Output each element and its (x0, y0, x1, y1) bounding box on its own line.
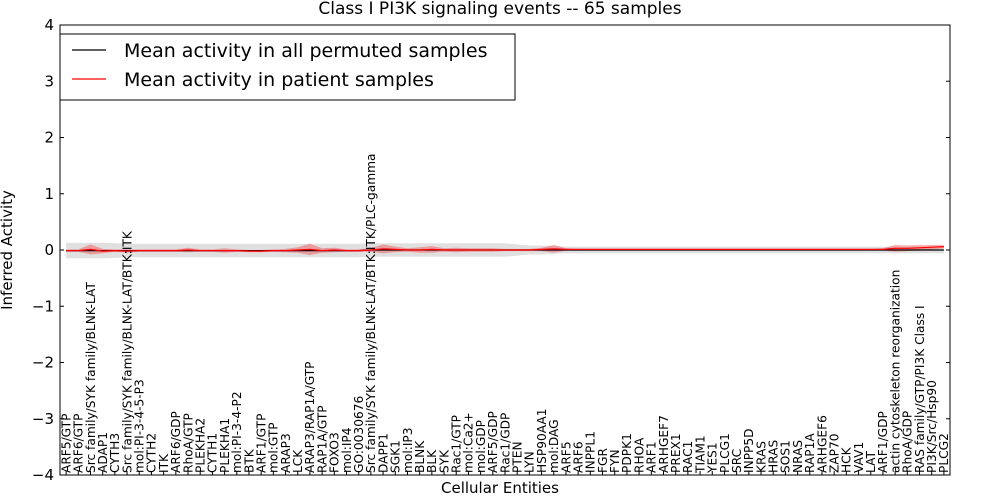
x-tick-label: GO:0030676 (352, 396, 366, 473)
x-tick-label: INPPL1 (584, 431, 598, 473)
x-tick-label: PREX1 (669, 433, 683, 473)
x-tick-label: ARF5/GDP (486, 411, 500, 473)
y-tick-label: 3 (44, 72, 54, 90)
x-tick-label: PI3K/Src/Hsp90 (925, 380, 939, 473)
x-tick-label: RAC1 (681, 441, 695, 473)
x-tick-label: ARAP3 (279, 433, 293, 473)
x-tick-label: RHOA (632, 437, 646, 473)
x-tick-label: PDPK1 (620, 433, 634, 473)
x-tick-label: CYTH2 (145, 433, 159, 473)
line-layer (66, 246, 944, 252)
legend-label-permuted: Mean activity in all permuted samples (124, 40, 487, 62)
x-tick-label: CYTH3 (108, 433, 122, 473)
x-tick-label: RhoA/GDP (901, 411, 915, 473)
x-tick-label: NRAS (791, 440, 805, 473)
x-tick-label: ARF6/GDP (169, 411, 183, 473)
x-tick-label: FGR (596, 448, 610, 473)
x-tick-label: ARHGEF7 (657, 415, 671, 473)
x-tick-label: LYN (523, 451, 537, 473)
x-tick-label: Src family/SYK family/BLNK-LAT (84, 282, 98, 473)
x-tick-label: PLEKHA1 (218, 418, 232, 473)
x-tick-label: RAS family/GTP/PI3K Class I (913, 305, 927, 473)
x-tick-label: ADAP1 (96, 432, 110, 473)
x-tick-label: PLEKHA2 (194, 418, 208, 473)
x-tick-label: SRC (730, 449, 744, 473)
chart-title: Class I PI3K signaling events -- 65 samp… (318, 0, 681, 19)
x-tick-label: PLCG2 (937, 433, 951, 473)
x-tick-label: TIAM1 (693, 435, 707, 474)
x-tick-label: mol:IP3 (401, 427, 415, 473)
y-tick-label: 2 (44, 129, 54, 147)
x-tick-label: mol:PI-3-4-P2 (230, 391, 244, 473)
x-tick-label: ARAP3/RAP1A/GTP (303, 361, 317, 473)
y-tick-label: 0 (44, 241, 54, 259)
x-tick-label: mol:PI-3-4-5-P3 (133, 379, 147, 473)
x-tick-label: mol:GTP (267, 422, 281, 473)
x-tick-label: YES1 (706, 442, 720, 474)
x-tick-label: KRAS (754, 441, 768, 473)
x-tick-label: RAP1A (803, 433, 817, 473)
y-axis-label: Inferred Activity (0, 190, 16, 310)
x-tick-label: PTEN (511, 441, 525, 473)
legend-frame (59, 33, 516, 101)
x-tick-label: HRAS (767, 440, 781, 473)
x-axis-label: Cellular Entities (441, 479, 559, 497)
x-tick-label: Rac1/GTP (450, 415, 464, 473)
x-tick-label: ARF6 (572, 441, 586, 473)
x-tick-label: HCK (840, 446, 854, 473)
x-tick-label: mol:IP4 (340, 427, 354, 473)
x-tick-label: ZAP70 (828, 433, 842, 473)
x-tick-label: PLCG1 (718, 433, 732, 473)
x-tick-label: LCK (291, 449, 305, 473)
y-axis: −4 −3 −2 −1 0 1 2 3 4 (32, 16, 950, 484)
x-tick-label: SYK (437, 449, 451, 473)
x-tick-label: Src family/SYK family/BLNK-LAT/BTK:ITK/P… (364, 154, 378, 473)
x-tick-label: mol:GDP (474, 420, 488, 473)
x-tick-label: BTK (242, 448, 256, 473)
x-tick-label: ARF6/GTP (72, 414, 86, 473)
legend: Mean activity in all permuted samples Me… (59, 33, 516, 101)
x-tick-label: RAP1A/GTP (315, 405, 329, 473)
x-tick-label: HSP90AA1 (535, 408, 549, 473)
x-tick-label: SGK1 (389, 440, 403, 473)
x-tick-label: mol:Ca2+ (462, 412, 476, 473)
x-tick-label: SOS1 (779, 440, 793, 473)
x-tick-label: ARF1/GTP (255, 414, 269, 473)
x-tick-label: FOXO3 (328, 432, 342, 473)
x-tick-label: DAPP1 (376, 433, 390, 473)
x-tick-label: ITK (157, 453, 171, 473)
x-tick-label: actin cytoskeleton reorganization (888, 270, 902, 473)
x-tick-label: LAT (864, 451, 878, 473)
x-tick-label: VAV1 (852, 442, 866, 473)
y-tick-label: −4 (32, 466, 54, 484)
x-tick-label: BLNK (413, 440, 427, 473)
x-tick-label: ARF1 (645, 441, 659, 473)
legend-label-patient: Mean activity in patient samples (124, 69, 434, 91)
x-tick-label: RhoA/GTP (181, 413, 195, 473)
x-tick-label: FYN (608, 449, 622, 473)
x-tick-label: INPP5D (742, 428, 756, 473)
y-tick-label: −1 (32, 297, 54, 315)
y-tick-label: −2 (32, 354, 54, 372)
x-tick-label: ARF5/GTP (59, 414, 73, 473)
x-tick-label: ARHGEF6 (815, 415, 829, 473)
y-tick-label: −3 (32, 410, 54, 428)
series-line-patient (66, 246, 944, 252)
x-tick-label: ARF1/GDP (876, 411, 890, 473)
x-tick-label: Src family/SYK family/BLNK-LAT/BTK:ITK (120, 230, 134, 473)
y-tick-label: 4 (44, 16, 54, 34)
x-tick-label: CYTH1 (206, 433, 220, 473)
x-tick-label: BLK (425, 449, 439, 473)
x-tick-label: ARF5 (559, 441, 573, 473)
x-tick-label: mol:DAG (547, 419, 561, 473)
y-tick-label: 1 (44, 185, 54, 203)
x-tick-label: Rac1/GDP (498, 413, 512, 473)
